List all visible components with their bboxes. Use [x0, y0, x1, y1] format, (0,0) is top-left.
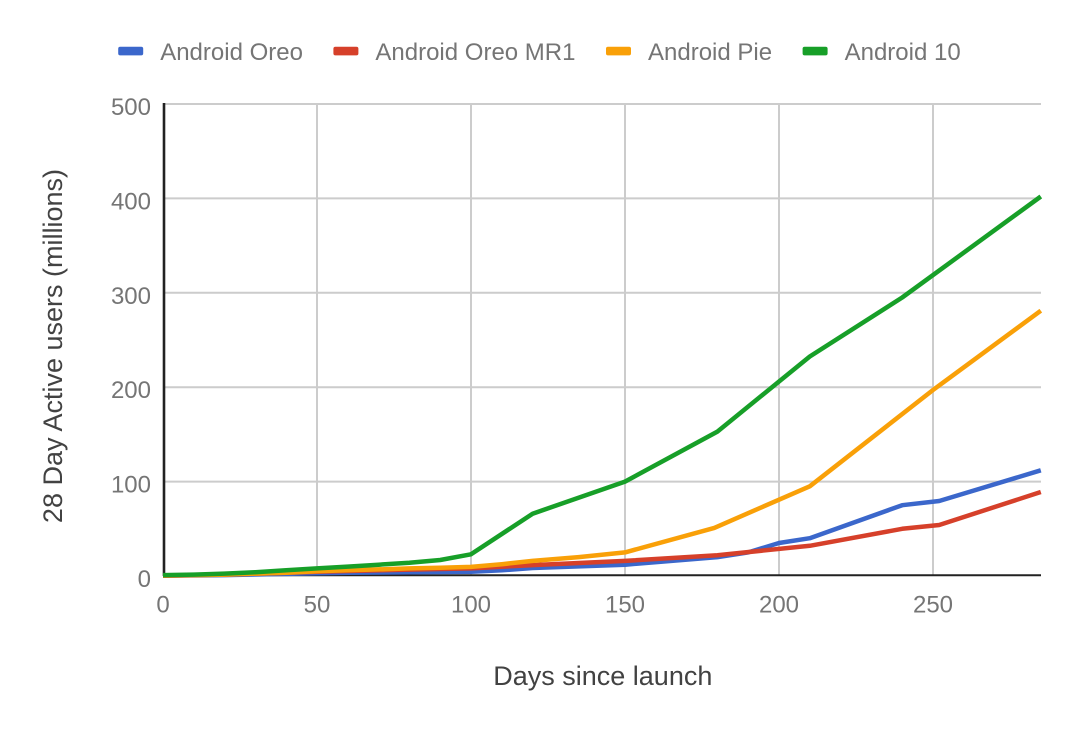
svg-text:100: 100: [111, 472, 151, 499]
svg-text:250: 250: [913, 592, 953, 619]
svg-text:0: 0: [138, 566, 151, 593]
svg-text:0: 0: [156, 592, 169, 619]
svg-text:Android 10: Android 10: [845, 39, 961, 66]
svg-text:150: 150: [605, 592, 645, 619]
svg-text:50: 50: [304, 592, 331, 619]
svg-text:300: 300: [111, 283, 151, 310]
svg-text:Android Pie: Android Pie: [648, 39, 772, 66]
svg-text:Android Oreo MR1: Android Oreo MR1: [375, 39, 575, 66]
svg-text:400: 400: [111, 188, 151, 215]
svg-text:Days since launch: Days since launch: [493, 661, 712, 691]
svg-text:100: 100: [451, 592, 491, 619]
svg-text:200: 200: [111, 377, 151, 404]
svg-text:Android Oreo: Android Oreo: [160, 39, 303, 66]
svg-text:200: 200: [759, 592, 799, 619]
svg-text:28 Day Active users (millions): 28 Day Active users (millions): [38, 169, 68, 523]
svg-text:500: 500: [111, 94, 151, 121]
